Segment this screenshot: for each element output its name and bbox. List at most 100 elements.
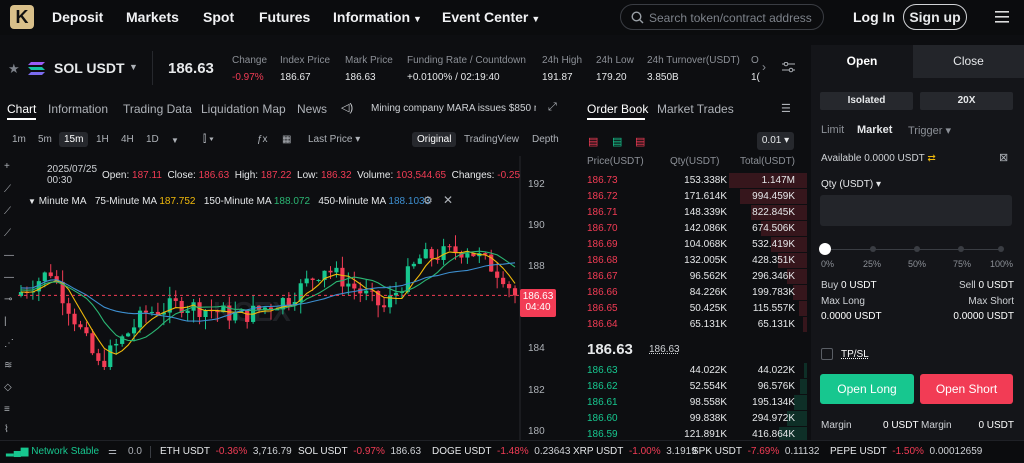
ask-row[interactable]: 186.73 153.338K 1.147M xyxy=(585,173,807,188)
tab-news[interactable]: News xyxy=(297,102,328,116)
signup-button[interactable]: Sign up xyxy=(903,4,967,30)
login-link[interactable]: Log In xyxy=(853,9,895,25)
open-long-button[interactable]: Open Long xyxy=(820,374,914,404)
extended-line-icon[interactable]: ⟋ xyxy=(4,228,11,239)
channel-icon[interactable]: ≋ xyxy=(4,360,13,371)
path-icon[interactable]: ⋰ xyxy=(4,338,14,349)
ask-row[interactable]: 186.68 132.005K 428.351K xyxy=(585,253,807,268)
candlestick-chart[interactable]: KCEX xyxy=(18,156,570,440)
bottom-ticker-item[interactable]: PEPE USDT -1.50% 0.00012659 xyxy=(830,446,982,457)
indicator-settings-icon[interactable]: ⚙ xyxy=(423,195,433,207)
pattern-icon[interactable]: ◇ xyxy=(4,382,12,393)
tab-information[interactable]: Information xyxy=(48,102,109,116)
menu-icon[interactable] xyxy=(995,10,1009,23)
ask-row[interactable]: 186.65 50.425K 115.557K xyxy=(585,301,807,316)
bid-row[interactable]: 186.61 98.558K 195.134K xyxy=(585,395,807,410)
slider-stop[interactable] xyxy=(998,246,1004,252)
slider-stop[interactable] xyxy=(914,246,920,252)
fib-icon[interactable]: ≡ xyxy=(4,404,10,415)
close-icon[interactable]: ✕ xyxy=(443,193,454,207)
bottom-ticker-item[interactable]: XRP USDT -1.00% 3.1919 xyxy=(573,446,697,457)
ask-row[interactable]: 186.66 84.226K 199.783K xyxy=(585,285,807,300)
interval-1d[interactable]: 1D xyxy=(146,134,159,145)
search-input[interactable]: Search token/contract address xyxy=(620,4,824,30)
chevron-down-icon[interactable]: ▼ xyxy=(171,136,179,145)
asks-view-icon[interactable]: ▤ xyxy=(635,136,646,148)
ruler-icon[interactable]: ⌇ xyxy=(4,424,9,435)
tpsl-label[interactable]: TP/SL xyxy=(841,349,869,360)
open-short-button[interactable]: Open Short xyxy=(920,374,1013,404)
nav-markets[interactable]: Markets xyxy=(126,9,179,25)
qty-unit-select[interactable]: Qty (USDT) ▾ xyxy=(821,179,882,190)
order-type-trigger[interactable]: Trigger ▾ xyxy=(908,125,952,137)
price-chart[interactable]: KCEX 192190188186184182180 186.63 04:40 … xyxy=(18,156,570,440)
nav-spot[interactable]: Spot xyxy=(203,9,235,25)
interval-15m[interactable]: 15m xyxy=(59,132,89,147)
bottom-ticker-item[interactable]: SOL USDT -0.97% 186.63 xyxy=(298,446,421,457)
brand-logo[interactable]: K xyxy=(10,5,34,29)
tab-market-trades[interactable]: Market Trades xyxy=(657,102,734,116)
expand-icon[interactable]: ⤢ xyxy=(548,101,557,113)
tab-trading-data[interactable]: Trading Data xyxy=(123,102,192,116)
trend-line-icon[interactable]: ⟋ xyxy=(4,184,11,195)
transfer-icon[interactable]: ⇄ xyxy=(927,153,936,164)
calculator-icon[interactable]: ⊠ xyxy=(999,152,1009,164)
layout-icon[interactable]: ▦ xyxy=(282,134,292,145)
order-type-market[interactable]: Market xyxy=(857,124,893,136)
slider-stop[interactable] xyxy=(870,246,876,252)
leverage-button[interactable]: 20X xyxy=(920,92,1013,110)
interval-4h[interactable]: 4H xyxy=(121,134,134,145)
precision-select[interactable]: 0.01 ▾ xyxy=(757,132,794,150)
settings-sliders-icon[interactable]: ☰ xyxy=(781,103,791,115)
view-original[interactable]: Original xyxy=(412,132,457,147)
bid-row[interactable]: 186.62 52.554K 96.576K xyxy=(585,379,807,394)
horizontal-ray-icon[interactable]: — xyxy=(4,272,14,283)
price-type-select[interactable]: Last Price ▾ xyxy=(308,134,361,145)
ask-row[interactable]: 186.64 65.131K 65.131K xyxy=(585,317,807,332)
bids-view-icon[interactable]: ▤ xyxy=(612,136,623,148)
candle-type-icon[interactable]: ⫿ ▾ xyxy=(203,134,214,145)
bottom-ticker-item[interactable]: SPK USDT -7.69% 0.11132 xyxy=(692,446,820,457)
both-sides-view-icon[interactable]: ▤ xyxy=(588,136,599,148)
nav-information[interactable]: Information ▼ xyxy=(333,9,422,25)
order-type-limit[interactable]: Limit xyxy=(821,124,845,136)
segment-icon[interactable]: ⊸ xyxy=(4,294,13,305)
horizontal-line-icon[interactable]: — xyxy=(4,250,14,261)
nav-deposit[interactable]: Deposit xyxy=(52,9,104,25)
qty-input[interactable] xyxy=(820,195,1012,226)
tab-close[interactable]: Close xyxy=(913,45,1024,78)
chevron-right-icon[interactable]: › xyxy=(762,60,766,74)
tab-chart[interactable]: Chart xyxy=(7,102,37,116)
tab-open[interactable]: Open xyxy=(846,54,878,68)
interval-5m[interactable]: 5m xyxy=(38,134,52,145)
bid-row[interactable]: 186.59 121.891K 416.864K xyxy=(585,427,807,440)
settings-sliders-icon[interactable]: ⚌ xyxy=(108,446,117,457)
view-tradingview[interactable]: TradingView xyxy=(464,134,520,145)
ask-row[interactable]: 186.71 148.339K 822.845K xyxy=(585,205,807,220)
slider-stop[interactable] xyxy=(958,246,964,252)
nav-futures[interactable]: Futures xyxy=(259,9,311,25)
bid-row[interactable]: 186.60 99.838K 294.972K xyxy=(585,411,807,426)
ask-row[interactable]: 186.70 142.086K 674.506K xyxy=(585,221,807,236)
collapse-icon[interactable]: ▼ xyxy=(28,197,36,206)
settings-sliders-icon[interactable] xyxy=(782,62,795,73)
interval-1m[interactable]: 1m xyxy=(12,134,26,145)
amount-slider-handle[interactable] xyxy=(819,243,831,255)
tab-order-book[interactable]: Order Book xyxy=(587,102,649,116)
chevron-down-icon[interactable]: ▼ xyxy=(129,62,138,72)
ask-row[interactable]: 186.69 104.068K 532.419K xyxy=(585,237,807,252)
indicator-icon[interactable]: ƒx xyxy=(257,134,268,145)
nav-event-center[interactable]: Event Center ▼ xyxy=(442,9,540,25)
bottom-ticker-item[interactable]: DOGE USDT -1.48% 0.23643 xyxy=(432,446,570,457)
ask-row[interactable]: 186.72 171.614K 994.459K xyxy=(585,189,807,204)
bottom-ticker-item[interactable]: ETH USDT -0.36% 3,716.79 xyxy=(160,446,292,457)
symbol-name[interactable]: SOL USDT xyxy=(54,60,125,76)
crosshair-icon[interactable]: + xyxy=(4,161,10,172)
vertical-line-icon[interactable]: | xyxy=(4,316,7,327)
news-ticker[interactable]: Mining company MARA issues $850 m xyxy=(371,103,536,114)
star-icon[interactable]: ★ xyxy=(8,61,20,76)
bid-row[interactable]: 186.63 44.022K 44.022K xyxy=(585,363,807,378)
ask-row[interactable]: 186.67 96.562K 296.346K xyxy=(585,269,807,284)
tab-liquidation-map[interactable]: Liquidation Map xyxy=(201,102,286,116)
view-depth[interactable]: Depth xyxy=(532,134,559,145)
